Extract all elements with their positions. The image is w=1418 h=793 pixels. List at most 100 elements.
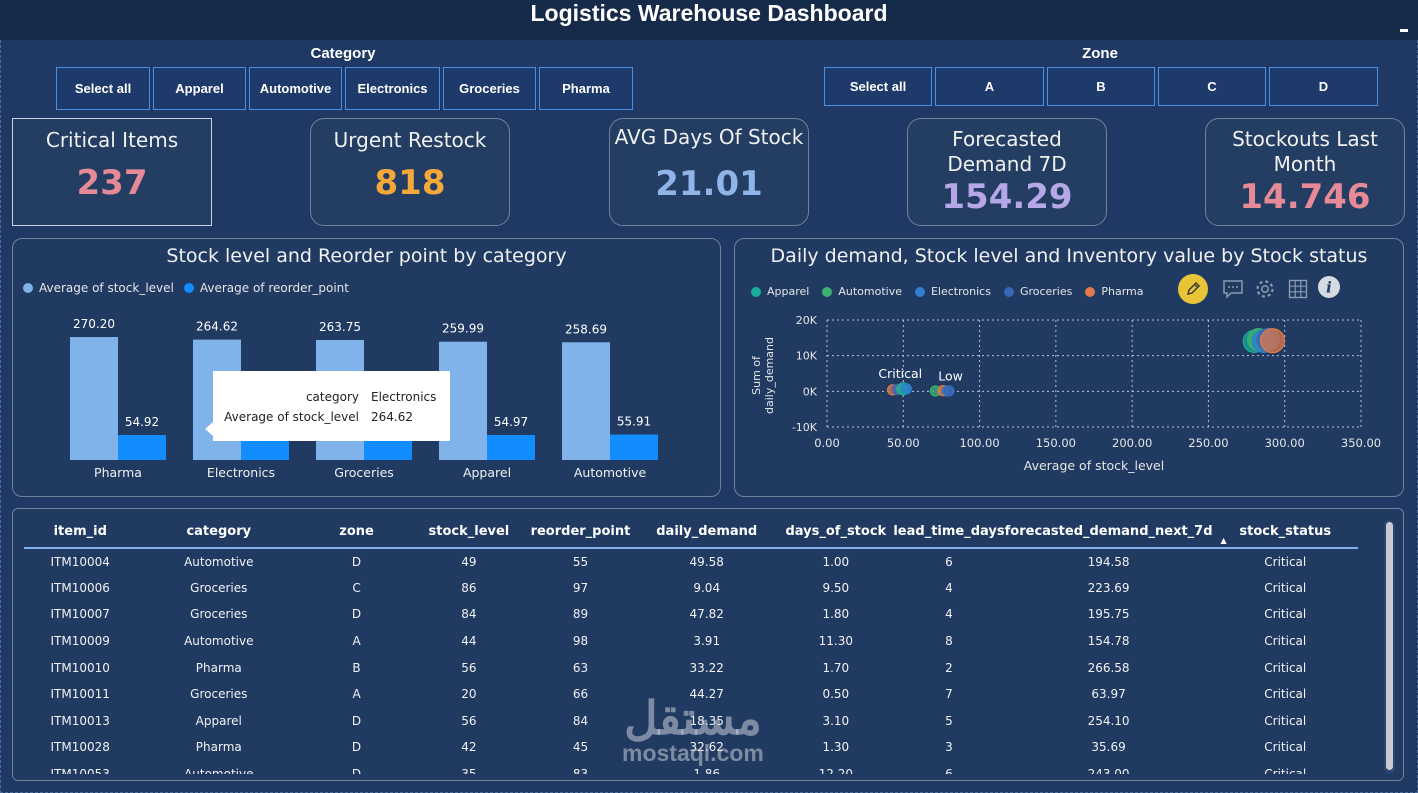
watermark: مستقل mostaql.com [622, 695, 764, 765]
table-cell-reorder-point: 89 [572, 607, 589, 622]
table-cell-item-id: ITM10053 [24, 761, 136, 774]
table-cell-lead-time-days: 4 [945, 607, 953, 622]
table-cell-stock-status: Critical [1264, 580, 1307, 595]
table-cell-zone: A [352, 687, 361, 702]
table-row[interactable]: ITM10011 Groceries A 20 66 44.27 0.50 7 63.97 Cri… [24, 681, 1358, 708]
legend-label[interactable]: Automotive [838, 285, 902, 298]
table-cell-reorder-point: 66 [572, 687, 589, 702]
kpi-stockouts-last-month[interactable]: Stockouts Last Month 14.746 [1205, 118, 1405, 226]
table-row[interactable]: ITM10004 Automotive D 49 55 49.58 1.00 6 194.58 C… [24, 548, 1358, 575]
table-cell-stock-level: 49 [461, 554, 477, 569]
scatter-chart-legend: Apparel Automotive Electronics Groceries Pha… [751, 285, 1153, 298]
table-cell-daily-demand: 1.86 [635, 761, 778, 774]
gear-icon[interactable] [1253, 277, 1277, 301]
category-option-pharma[interactable]: Pharma [539, 67, 633, 110]
tooltip-measure-label: Average of stock_level [224, 410, 359, 424]
column-header-reorder-point[interactable]: reorder_point [525, 516, 636, 549]
category-option-automotive[interactable]: Automotive [249, 67, 342, 110]
category-option-electronics[interactable]: Electronics [345, 67, 440, 110]
table-cell-lead-time-days: 5 [945, 713, 953, 728]
table-row[interactable]: ITM10028 Pharma D 42 45 32.62 1.30 3 35.69 Critic… [24, 734, 1358, 761]
y-axis-title: Sum ofdaily_demand [750, 337, 776, 414]
column-header-daily-demand[interactable]: daily_demand [635, 516, 779, 549]
x-tick-label: 100.00 [959, 436, 999, 450]
category-option-select-all[interactable]: Select all [56, 67, 150, 110]
table-row[interactable]: ITM10007 Groceries D 84 89 47.82 1.80 4 195.75 Cr… [24, 601, 1358, 628]
table-cell-stock-level: 35 [412, 761, 526, 774]
column-header-zone[interactable]: zone [301, 516, 412, 549]
category-option-groceries[interactable]: Groceries [443, 67, 536, 110]
scatter-point[interactable] [943, 385, 955, 397]
kpi-avg-days-of-stock[interactable]: AVG Days Of Stock 21.01 [609, 118, 809, 226]
tooltip-measure-value: 264.62 [371, 410, 413, 424]
legend-dot-stock-level [23, 283, 33, 293]
legend-label-reorder-point[interactable]: Average of reorder_point [199, 281, 349, 295]
legend-dot [1003, 286, 1014, 297]
zone-option-select-all[interactable]: Select all [824, 67, 932, 106]
bar-data-label: 259.99 [442, 322, 484, 336]
minimize-icon[interactable] [1400, 29, 1408, 32]
legend-label[interactable]: Apparel [767, 285, 810, 298]
column-header-forecasted-demand-next-7d[interactable]: forecasted_demand_next_7d [1004, 516, 1213, 549]
table-cell-stock-status: Critical [1264, 660, 1307, 675]
legend-label[interactable]: Pharma [1101, 285, 1144, 298]
bar-reorder-point[interactable] [118, 435, 166, 460]
x-tick-label: 200.00 [1112, 436, 1152, 450]
table-row[interactable]: ITM10009 Automotive A 44 98 3.91 11.30 8 154.78 C… [24, 628, 1358, 655]
kpi-value: 818 [374, 163, 446, 203]
table-row[interactable]: ITM10053AutomotiveD35831.8612.206243.00C… [24, 761, 1358, 774]
bar-stock-level[interactable] [562, 342, 610, 460]
page-title: Logistics Warehouse Dashboard [530, 0, 888, 26]
bar-reorder-point[interactable] [610, 434, 658, 460]
kpi-urgent-restock[interactable]: Urgent Restock 818 [310, 118, 510, 226]
column-header-stock-status[interactable]: stock_status ▲ [1212, 516, 1358, 549]
bar-data-label: 270.20 [73, 317, 115, 331]
table-scrollbar-thumb[interactable] [1386, 522, 1393, 770]
sort-ascending-icon[interactable]: ▲ [1220, 536, 1227, 545]
kpi-forecasted-demand[interactable]: Forecasted Demand 7D 154.29 [907, 118, 1107, 226]
table-cell-stock-level: 42 [461, 740, 477, 755]
kpi-label: Forecasted Demand 7D [947, 127, 1067, 176]
table-cell-zone: D [301, 761, 412, 774]
bar-data-label: 264.62 [196, 320, 238, 334]
zone-option-d[interactable]: D [1269, 67, 1378, 106]
kpi-critical-items[interactable]: Critical Items 237 [12, 118, 212, 226]
watermark-arabic: مستقل [624, 692, 762, 744]
scatter-annotation: Critical [878, 366, 922, 381]
pencil-icon[interactable] [1178, 274, 1208, 304]
scatter-point[interactable] [900, 383, 912, 395]
legend-label-stock-level[interactable]: Average of stock_level [39, 281, 174, 295]
category-option-apparel[interactable]: Apparel [153, 67, 246, 110]
table-cell-category: Groceries [190, 580, 248, 595]
svg-text:i: i [1326, 279, 1332, 297]
scatter-point[interactable] [1259, 328, 1286, 354]
y-tick-label: -10K [792, 421, 818, 434]
bar-stock-level[interactable] [70, 337, 118, 460]
zone-option-b[interactable]: B [1047, 67, 1155, 106]
table-cell-category: Apparel [195, 713, 242, 728]
column-header-item-id[interactable]: item_id [24, 516, 137, 549]
legend-label[interactable]: Groceries [1019, 285, 1073, 298]
zone-option-a[interactable]: A [935, 67, 1044, 106]
bar-reorder-point[interactable] [487, 434, 535, 460]
table-cell-daily-demand: 47.82 [689, 607, 724, 622]
table-cell-lead-time-days: 4 [945, 580, 953, 595]
info-icon[interactable]: i [1317, 275, 1341, 299]
column-header-lead-time-days[interactable]: lead_time_days [893, 516, 1005, 549]
column-header-days-of-stock[interactable]: days_of_stock [778, 516, 894, 549]
zone-option-c[interactable]: C [1158, 67, 1266, 106]
bar-data-label: 263.75 [319, 320, 361, 334]
bar-chart-tooltip: category Electronics Average of stock_le… [213, 371, 450, 441]
table-cell-forecasted-demand-next-7d: 243.00 [1005, 761, 1213, 774]
table-row[interactable]: ITM10006 Groceries C 86 97 9.04 9.50 4 223.69 Cri… [24, 575, 1358, 602]
table-cell-category: Groceries [190, 607, 248, 622]
table-row[interactable]: ITM10010 Pharma B 56 63 33.22 1.70 2 266.58 Criti… [24, 654, 1358, 681]
column-header-stock-level[interactable]: stock_level [412, 516, 526, 549]
column-header-category[interactable]: category [136, 516, 302, 549]
comment-icon[interactable] [1221, 277, 1245, 301]
table-cell-reorder-point: 55 [572, 554, 589, 569]
table-row[interactable]: ITM10013 Apparel D 56 84 18.35 3.10 5 254.10 Crit… [24, 708, 1358, 735]
grid-icon[interactable] [1286, 277, 1310, 301]
legend-label[interactable]: Electronics [930, 285, 991, 298]
table-cell-stock-status: Critical [1264, 713, 1307, 728]
